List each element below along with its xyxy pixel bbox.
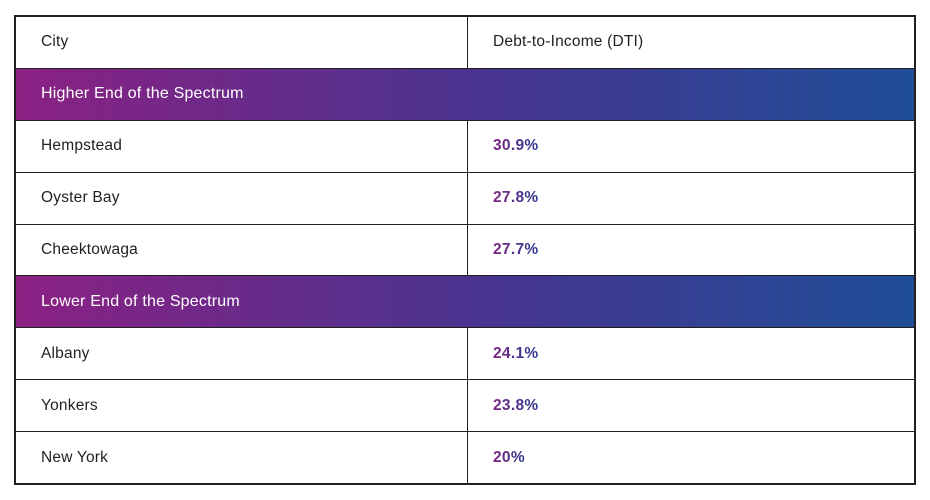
section-band-higher-label: Higher End of the Spectrum [41,85,244,103]
city-cell: New York [16,432,468,484]
column-header-dti: Debt-to-Income (DTI) [468,17,914,68]
dti-value: 30.9% [493,137,539,155]
city-cell: Hempstead [16,120,468,172]
dti-cell: 20% [468,432,914,483]
dti-cell: 23.8% [468,380,914,431]
city-cell: Oyster Bay [16,172,468,224]
dti-value: 24.1% [493,344,539,362]
city-name: Cheektowaga [41,241,138,258]
table-row: Hempstead 30.9% [16,119,914,172]
section-band-higher: Higher End of the Spectrum [16,67,914,120]
dti-cell: 30.9% [468,121,914,172]
city-name: Yonkers [41,396,98,414]
column-header-city-label: City [41,33,69,51]
city-cell: Albany [16,328,468,380]
city-cell: Yonkers [16,380,468,432]
dti-value: 20% [493,448,525,466]
dti-value: 27.7% [493,241,539,258]
dti-value: 23.8% [493,396,539,414]
table-row: Albany 24.1% [16,327,914,380]
table-row: Oyster Bay 27.8% [16,171,914,224]
dti-cell: 27.7% [468,225,914,276]
section-band-lower: Lower End of the Spectrum [16,275,914,328]
column-header-dti-label: Debt-to-Income (DTI) [493,33,644,51]
column-header-city: City [16,17,468,68]
dti-cell: 24.1% [468,328,914,379]
city-name: New York [41,448,109,466]
table-row: New York 20% [16,431,914,484]
section-band-lower-label: Lower End of the Spectrum [41,292,240,310]
city-name: Oyster Bay [41,189,120,207]
table-header-row: City Debt-to-Income (DTI) [16,17,914,68]
city-name: Albany [41,344,90,362]
city-cell: Cheektowaga [16,224,468,276]
table-row: Yonkers 23.8% [16,379,914,432]
city-name: Hempstead [41,137,123,155]
dti-value: 27.8% [493,189,539,207]
dti-table: City Debt-to-Income (DTI) Higher End of … [14,15,916,485]
dti-cell: 27.8% [468,173,914,224]
table-row: Cheektowaga 27.7% [16,223,914,276]
